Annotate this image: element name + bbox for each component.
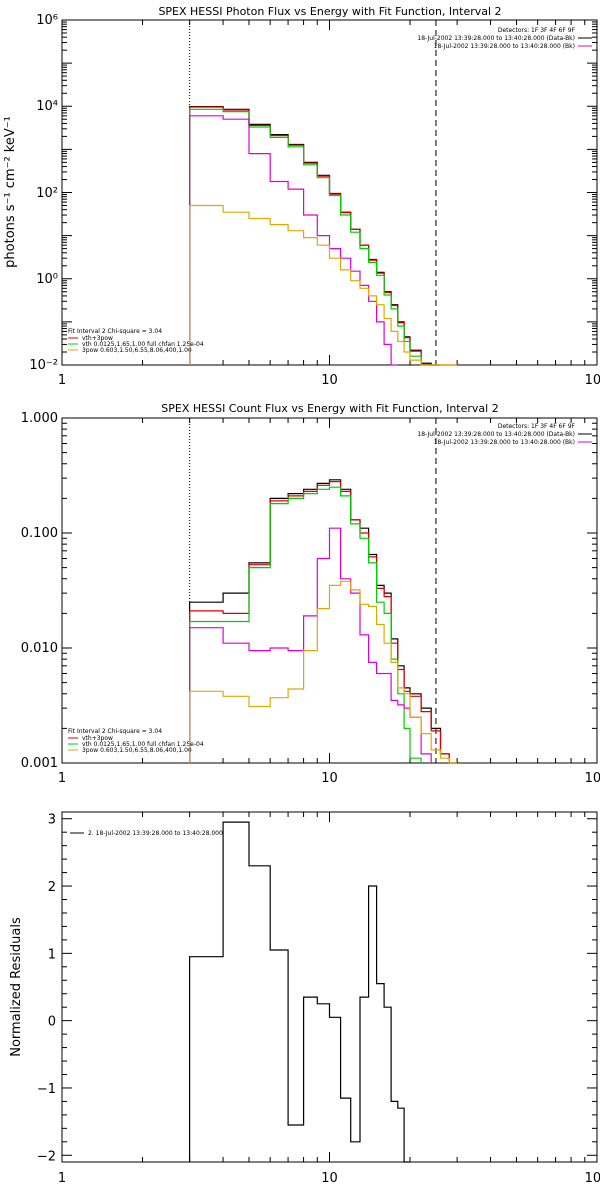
- residuals-x-tick-label: 10: [321, 1171, 338, 1186]
- residuals-x-tick-labels: 1 10 100: [58, 1171, 600, 1186]
- photon-y-tick-label: 10⁰: [36, 272, 58, 287]
- count-series-vth: [189, 486, 422, 763]
- residuals-series-2-18-jul-2002-13-39-28-000-to-13-40-28-000: [189, 821, 410, 1163]
- residuals-plot-frame: [61, 811, 598, 1163]
- count-legend-bottom: Fit Interval 2 Chi-square = 3.04 vth+3po…: [68, 728, 204, 754]
- residuals-x-tick-label: 100: [585, 1171, 600, 1186]
- residuals-y-tick-label: −2: [37, 1149, 56, 1164]
- count-y-tick-labels: 0.001 0.010 0.100 1.000: [21, 411, 58, 771]
- residuals-y-tick-label: 3: [48, 813, 56, 828]
- count-legend-fit-interval: Fit Interval 2 Chi-square = 3.04: [68, 728, 162, 735]
- count-chart-title: SPEX HESSI Count Flux vs Energy with Fit…: [161, 402, 498, 415]
- photon-y-tick-label: 10⁶: [36, 13, 58, 28]
- photon-legend-data-bk: 18-Jul-2002 13:39:28.000 to 13:40:28.000…: [417, 35, 575, 42]
- count-y-tick-label: 0.001: [21, 756, 58, 771]
- count-x-tick-label: 100: [585, 771, 600, 786]
- photon-y-tick-label: 10⁴: [36, 99, 58, 114]
- residuals-y-axis-label: Normalized Residuals: [9, 917, 24, 1057]
- photon-y-tick-label: 10⁻²: [29, 358, 58, 373]
- photon-legend-detectors: Detectors: 1F 3F 4F 6F 9F: [498, 27, 576, 34]
- count-x-tick-label: 10: [321, 771, 338, 786]
- count-series-group: [61, 418, 597, 764]
- photon-legend-bk: 18-Jul-2002 13:39:28.000 to 13:40:28.000…: [434, 43, 575, 50]
- count-flux-panel: SPEX HESSI Count Flux vs Energy with Fit…: [21, 402, 600, 786]
- residuals-series-group: [61, 812, 597, 1163]
- count-legend-vth-3pow: vth+3pow: [82, 735, 113, 742]
- count-y-tick-label: 1.000: [21, 411, 58, 426]
- residuals-y-tick-label: 1: [48, 947, 56, 962]
- photon-y-tick-label: 10²: [36, 186, 58, 201]
- photon-legend-vth-3pow: vth+3pow: [82, 335, 113, 342]
- count-legend-vth: vth 0.0125,1.65,1.00 full chfan 1.25e-04: [82, 741, 204, 748]
- photon-x-tick-label: 10: [321, 373, 338, 388]
- count-y-tick-label: 0.010: [21, 641, 58, 656]
- photon-y-tick-labels: 10⁻² 10⁰ 10² 10⁴ 10⁶: [29, 13, 58, 373]
- residuals-y-tick-label: −1: [37, 1082, 56, 1097]
- photon-legend-bottom: Fit Interval 2 Chi-square = 3.04 vth+3po…: [68, 328, 204, 354]
- residuals-x-tick-label: 1: [58, 1171, 66, 1186]
- count-legend-3pow: 3pow 0.603,1.50,6.55,8.06,400,1.00: [82, 747, 192, 754]
- count-legend-detectors: Detectors: 1F 3F 4F 6F 9F: [498, 423, 576, 430]
- photon-x-tick-label: 100: [585, 373, 600, 388]
- photon-series-bk: [189, 204, 458, 366]
- photon-legend-fit-interval: Fit Interval 2 Chi-square = 3.04: [68, 328, 162, 335]
- photon-series-3pow: [189, 115, 398, 366]
- photon-legend-vth: vth 0.0125,1.65,1.00 full chfan 1.25e-04: [82, 341, 204, 348]
- photon-x-tick-label: 1: [58, 373, 66, 388]
- photon-legend-top: Detectors: 1F 3F 4F 6F 9F 18-Jul-2002 13…: [417, 27, 592, 50]
- photon-flux-panel: SPEX HESSI Photon Flux vs Energy with Fi…: [3, 5, 600, 388]
- residuals-y-tick-label: 2: [48, 880, 56, 895]
- count-x-tick-labels: 1 10 100: [58, 771, 600, 786]
- count-legend-data-bk: 18-Jul-2002 13:39:28.000 to 13:40:28.000…: [417, 431, 575, 438]
- residuals-y-tick-label: 0: [48, 1015, 56, 1030]
- count-series-3pow: [189, 527, 432, 763]
- count-legend-bk: 18-Jul-2002 13:39:28.000 to 13:40:28.000…: [434, 439, 575, 446]
- photon-x-tick-labels: 1 10 100: [58, 373, 600, 388]
- photon-legend-3pow: 3pow 0.603,1.50,6.55,8.06,400,1.00: [82, 347, 192, 354]
- count-series-bk: [189, 580, 458, 764]
- residuals-y-tick-labels: −2 −1 0 1 2 3: [37, 813, 56, 1165]
- photon-series-group: [61, 20, 597, 366]
- photon-series-vth: [189, 108, 432, 366]
- photon-chart-title: SPEX HESSI Photon Flux vs Energy with Fi…: [158, 5, 501, 18]
- count-y-tick-label: 0.100: [21, 526, 58, 541]
- residuals-legend: 2. 18-Jul-2002 13:39:28.000 to 13:40:28.…: [88, 830, 223, 837]
- photon-y-axis-label: photons s⁻¹ cm⁻² keV⁻¹: [3, 116, 18, 268]
- count-legend-top: Detectors: 1F 3F 4F 6F 9F 18-Jul-2002 13…: [417, 423, 592, 446]
- count-x-tick-label: 1: [58, 771, 66, 786]
- residuals-panel: 1 10 100 −2 −1 0 1 2 3 Normalized Residuals 2…: [9, 811, 600, 1186]
- count-series-vth-3pow: [189, 481, 458, 764]
